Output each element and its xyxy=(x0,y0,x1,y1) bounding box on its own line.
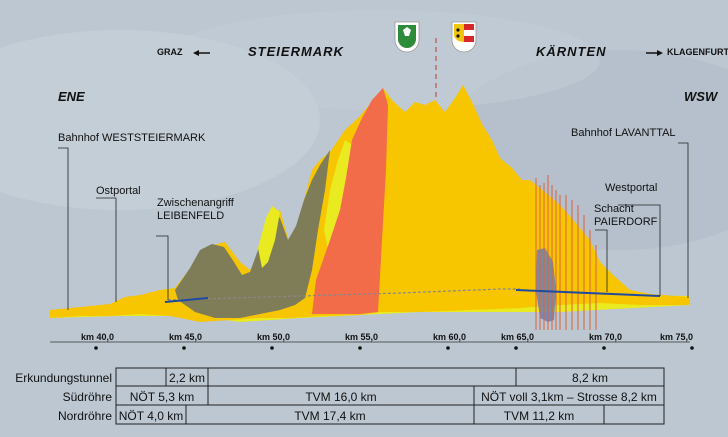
region-label-left: STEIERMARK xyxy=(248,44,344,59)
arrow-right-icon xyxy=(646,50,663,56)
profile-lime-a xyxy=(258,206,280,268)
profile-olive xyxy=(175,150,330,318)
station-west-label: Bahnhof LAVANTTAL xyxy=(571,127,676,139)
axis-tick-label: km 75,0 xyxy=(660,332,694,342)
axis-tick-label: km 40,0 xyxy=(81,332,115,342)
shaft-label-line2: PAIERDORF xyxy=(594,216,658,228)
table-cell: 2,2 km xyxy=(168,371,205,385)
compass-label-right: WSW xyxy=(684,89,718,104)
table-row-label: Südröhre xyxy=(62,390,112,404)
table-cell: TVM 17,4 km xyxy=(294,409,366,423)
table-row-label: Erkundungstunnel xyxy=(15,371,112,385)
intermediate-label-line2: LEIBENFELD xyxy=(157,210,225,222)
axis-tick-label: km 50,0 xyxy=(257,332,291,342)
axis-tick-label: km 45,0 xyxy=(169,332,203,342)
profile-coral xyxy=(312,88,388,314)
axis-tick-label: km 70,0 xyxy=(589,332,623,342)
portal-west-label: Westportal xyxy=(605,182,658,194)
table-cell: TVM 11,2 km xyxy=(503,409,575,423)
table-cell: 8,2 km xyxy=(571,371,608,385)
compass-label-left: ENE xyxy=(58,89,85,104)
tunnel-table-grid xyxy=(115,367,665,425)
intermediate-label-line1: Zwischenangriff xyxy=(157,197,234,209)
site-leader-lines xyxy=(58,142,689,310)
shaft-label-line1: Schacht xyxy=(594,203,634,215)
table-cell: NÖT voll 3,1km – Strosse 8,2 km xyxy=(481,390,657,404)
axis-tick-label: km 65,0 xyxy=(501,332,535,342)
km-axis-ticks xyxy=(94,346,694,350)
table-cell: TVM 16,0 km xyxy=(305,390,377,404)
table-cell: NÖT 5,3 km xyxy=(129,390,195,404)
axis-tick-label: km 60,0 xyxy=(433,332,467,342)
arrow-left-icon xyxy=(193,50,210,56)
region-label-right: KÄRNTEN xyxy=(536,44,607,59)
axis-tick-label: km 55,0 xyxy=(345,332,379,342)
profile-blue xyxy=(536,248,556,322)
direction-label-right: KLAGENFURT xyxy=(667,47,728,57)
tunnel-east-segment xyxy=(164,297,209,303)
carinthia-coat-of-arms-icon xyxy=(451,21,477,53)
table-row-label: Nordröhre xyxy=(57,409,112,423)
tunnel-line xyxy=(167,288,520,301)
tunnel-west-segment xyxy=(515,289,661,297)
portal-east-label: Ostportal xyxy=(96,185,141,197)
station-east-label: Bahnhof WESTSTEIERMARK xyxy=(58,132,206,144)
profile-lime-b xyxy=(324,140,352,260)
styria-coat-of-arms-icon xyxy=(394,21,420,53)
table-cell: NÖT 4,0 km xyxy=(118,409,184,423)
fault-hatching xyxy=(535,175,597,330)
direction-label-left: GRAZ xyxy=(157,47,183,57)
